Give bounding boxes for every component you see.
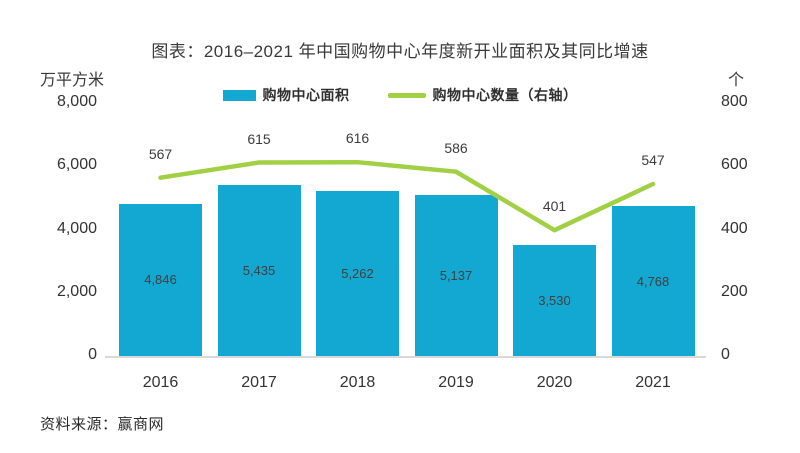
x-label-2020: 2020	[536, 374, 573, 391]
line-value-label-2019: 586	[444, 139, 468, 156]
bar-value-label-2018: 5,262	[341, 265, 374, 281]
x-label-2019: 2019	[438, 374, 474, 391]
left-tick-4000: 4,000	[56, 219, 97, 237]
right-tick-800: 800	[721, 93, 748, 110]
right-tick-600: 600	[721, 156, 748, 174]
x-label-2017: 2017	[241, 374, 277, 391]
right-axis-unit: 个	[728, 72, 745, 89]
bar-series-swatch	[222, 89, 256, 101]
left-tick-6000: 6,000	[56, 156, 97, 174]
left-tick-8000: 8,000	[56, 93, 97, 110]
x-axis-line	[105, 356, 706, 358]
line-value-label-2016: 567	[148, 145, 173, 162]
legend-item-area: 购物中心面积	[222, 85, 350, 105]
bar-value-label-2021: 4,768	[636, 273, 670, 289]
line-value-label-2021: 547	[641, 152, 665, 168]
bar-value-label-2016: 4,846	[144, 272, 177, 288]
line-value-label-2018: 616	[345, 130, 370, 147]
left-tick-0: 0	[88, 346, 97, 363]
line-value-label-2017: 615	[247, 130, 271, 147]
x-label-2018: 2018	[339, 374, 376, 391]
right-tick-0: 0	[721, 346, 730, 363]
legend-item-count: 购物中心数量（右轴）	[387, 85, 578, 105]
right-tick-200: 200	[721, 282, 748, 300]
right-tick-400: 400	[721, 219, 748, 237]
chart-title: 图表：2016–2021 年中国购物中心年度新开业面积及其同比增速	[151, 42, 649, 61]
legend: 购物中心面积 购物中心数量（右轴）	[0, 85, 800, 105]
legend-label-area: 购物中心面积	[262, 87, 350, 103]
source-note: 资料来源：赢商网	[40, 416, 165, 433]
x-label-2016: 2016	[142, 374, 179, 391]
legend-label-count: 购物中心数量（右轴）	[432, 87, 578, 103]
bar-value-label-2017: 5,435	[242, 263, 276, 279]
bar-value-label-2020: 3,530	[538, 293, 571, 309]
left-axis-unit: 万平方米	[40, 72, 105, 89]
x-label-2021: 2021	[635, 374, 671, 391]
line-series-swatch	[387, 92, 426, 98]
bar-2020	[513, 245, 596, 356]
line-value-label-2020: 401	[542, 198, 567, 215]
left-tick-2000: 2,000	[56, 282, 97, 300]
bar-value-label-2019: 5,137	[439, 267, 473, 283]
